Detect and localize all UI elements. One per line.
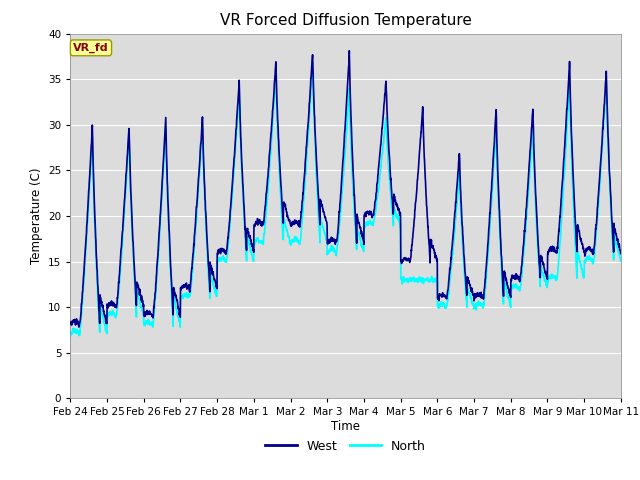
Y-axis label: Temperature (C): Temperature (C) <box>29 168 43 264</box>
West <box>584 245 592 251</box>
North <box>374 194 381 200</box>
North <box>362 221 369 227</box>
West <box>569 157 577 163</box>
West <box>346 48 353 54</box>
North <box>584 257 591 263</box>
North <box>617 258 625 264</box>
Text: VR_fd: VR_fd <box>73 43 109 53</box>
Legend: West, North: West, North <box>260 435 431 458</box>
West <box>75 324 83 330</box>
West <box>220 247 228 252</box>
Title: VR Forced Diffusion Temperature: VR Forced Diffusion Temperature <box>220 13 472 28</box>
North <box>220 257 228 263</box>
North <box>308 60 316 65</box>
Line: West: West <box>70 51 621 327</box>
North <box>506 300 513 306</box>
West <box>617 251 625 256</box>
West <box>374 172 381 178</box>
X-axis label: Time: Time <box>331 420 360 433</box>
West <box>506 292 514 298</box>
Line: North: North <box>70 62 621 336</box>
West <box>67 320 74 326</box>
West <box>362 214 370 219</box>
North <box>67 333 74 338</box>
North <box>568 176 576 181</box>
